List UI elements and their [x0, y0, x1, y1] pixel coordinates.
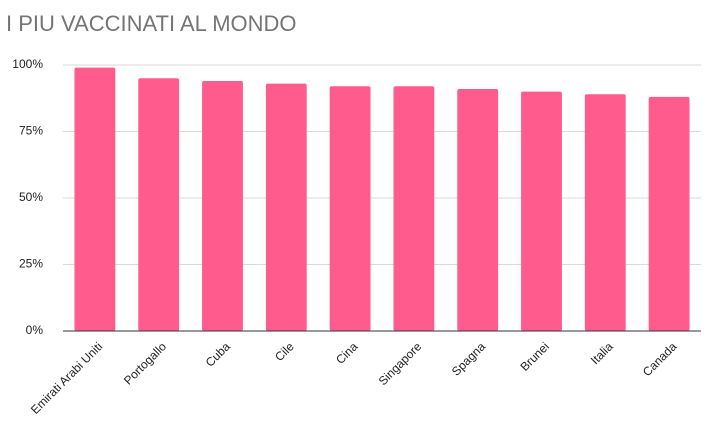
bar: [202, 80, 243, 332]
y-tick-label: 0%: [26, 323, 44, 337]
bar: [393, 86, 435, 331]
bar: [138, 78, 180, 331]
x-tick-label: Italia: [588, 339, 616, 367]
y-tick-label: 75%: [19, 124, 43, 138]
bar: [74, 67, 116, 331]
x-tick-label: Cina: [333, 339, 361, 367]
bar: [329, 86, 371, 331]
x-tick-label: Emirati Arabi Uniti: [28, 339, 105, 416]
x-tick-label: Cile: [272, 339, 297, 364]
x-tick-label: Spagna: [449, 339, 488, 378]
bar: [521, 91, 562, 331]
bar: [457, 88, 499, 331]
bar: [265, 83, 307, 332]
x-tick-label: Brunei: [517, 339, 551, 373]
y-tick-label: 25%: [19, 257, 43, 271]
x-tick-label: Canada: [640, 339, 680, 379]
y-tick-label: 50%: [19, 190, 43, 204]
x-tick-label: Singapore: [376, 339, 425, 388]
x-tick-label: Portogallo: [121, 339, 169, 387]
y-tick-label: 100%: [12, 57, 43, 71]
bar: [648, 96, 690, 331]
chart-title: I PIU VACCINATI AL MONDO: [6, 11, 297, 36]
x-tick-label: Cuba: [203, 339, 233, 369]
bar: [584, 94, 626, 331]
